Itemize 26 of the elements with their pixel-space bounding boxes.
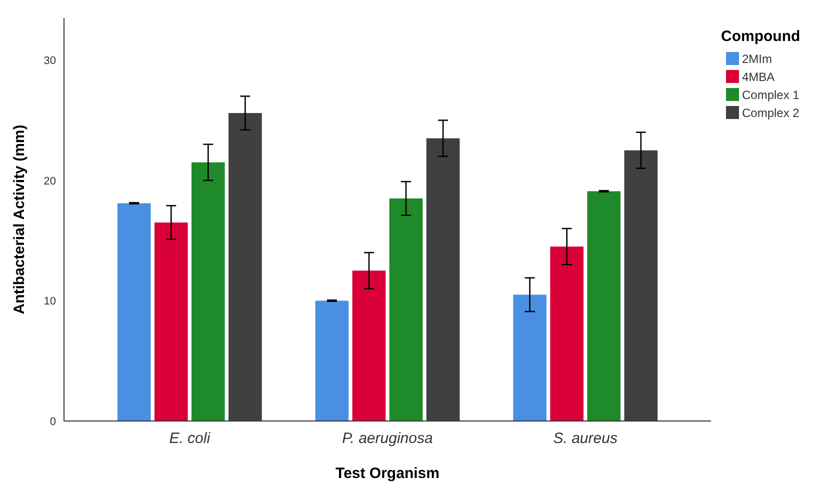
x-tick-label: E. coli	[169, 430, 211, 447]
y-axis-title: Antibacterial Activity (mm)	[11, 124, 28, 314]
legend-label: 2MIm	[742, 52, 772, 66]
x-tick-label: P. aeruginosa	[342, 430, 433, 447]
bar	[513, 294, 546, 421]
y-tick-label: 20	[44, 175, 56, 188]
bar	[352, 270, 386, 421]
bar	[228, 113, 262, 421]
bar	[117, 203, 151, 421]
bar	[587, 191, 621, 421]
y-tick-label: 0	[50, 416, 56, 428]
bar	[426, 138, 460, 421]
legend-label: Complex 2	[742, 106, 800, 120]
legend-label: Complex 1	[742, 88, 800, 102]
bar	[550, 246, 584, 421]
bar	[315, 300, 349, 421]
y-tick-label: 30	[44, 54, 56, 67]
bar	[624, 150, 658, 421]
bar	[191, 162, 225, 421]
x-tick-label: S. aureus	[553, 430, 618, 447]
y-tick-label: 10	[44, 296, 56, 308]
legend-title: Compound	[721, 28, 800, 45]
bar	[154, 222, 188, 421]
legend-label: 4MBA	[742, 70, 775, 84]
x-axis-title: Test Organism	[336, 465, 440, 482]
bar	[389, 198, 423, 421]
